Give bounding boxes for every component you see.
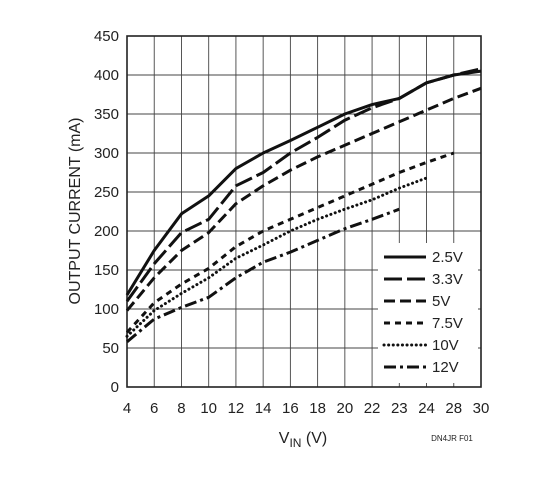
- x-tick-label: 20: [337, 400, 354, 417]
- x-tick-label: 22: [364, 400, 381, 417]
- legend-label-2.5V: 2.5V: [432, 249, 463, 266]
- y-tick-label: 300: [94, 145, 119, 162]
- figure-note: DN4JR F01: [431, 434, 473, 443]
- series-line-12V: [126, 207, 400, 343]
- x-tick-label: 30: [473, 400, 490, 417]
- y-tick-label: 100: [94, 301, 119, 318]
- x-tick-label: 18: [309, 400, 326, 417]
- legend-label-7.5V: 7.5V: [432, 315, 463, 332]
- x-axis-title-subscript: IN: [289, 436, 301, 450]
- x-tick-label: 12: [228, 400, 245, 417]
- series-line-5V: [125, 86, 482, 312]
- legend: 2.5V 3.3V 5V 7.5V 10V 12V: [378, 243, 478, 383]
- x-tick-label: 23: [391, 400, 408, 417]
- legend-label-12V: 12V: [432, 359, 459, 376]
- x-tick-label: 28: [445, 400, 462, 417]
- plot-border: [126, 35, 482, 388]
- x-tick-label: 4: [123, 400, 131, 417]
- x-tick-label: 10: [200, 400, 217, 417]
- y-tick-label: 350: [94, 106, 119, 123]
- x-axis-title-unit: (V): [301, 430, 327, 447]
- x-tick-label: 16: [282, 400, 299, 417]
- legend-label-3.3V: 3.3V: [432, 271, 463, 288]
- y-tick-label: 150: [94, 262, 119, 279]
- y-tick-label: 400: [94, 67, 119, 84]
- y-axis-title: OUTPUT CURRENT (mA): [67, 118, 84, 305]
- x-tick-label: 6: [150, 400, 158, 417]
- series-line-3.3V: [125, 67, 482, 303]
- y-tick-label: 0: [111, 379, 119, 396]
- series-line-10V: [125, 176, 428, 338]
- y-tick-label: 200: [94, 223, 119, 240]
- x-axis-title: VIN (V): [279, 430, 327, 450]
- legend-label-10V: 10V: [432, 337, 459, 354]
- x-axis-title-main: V: [279, 430, 290, 447]
- y-tick-label: 450: [94, 28, 119, 45]
- legend-label-5V: 5V: [432, 293, 450, 310]
- series-line-7.5V: [125, 151, 455, 334]
- x-tick-label: 8: [177, 400, 185, 417]
- y-tick-label: 50: [102, 340, 119, 357]
- ticks-layer: 4 6 8 10 12 14 16 18 20 22 23 24 28 30050100150200250…: [94, 28, 489, 417]
- x-tick-label: 24: [418, 400, 435, 417]
- y-tick-label: 250: [94, 184, 119, 201]
- legend-background: [378, 243, 478, 383]
- series-layer: [125, 67, 482, 343]
- x-tick-label: 14: [255, 400, 272, 417]
